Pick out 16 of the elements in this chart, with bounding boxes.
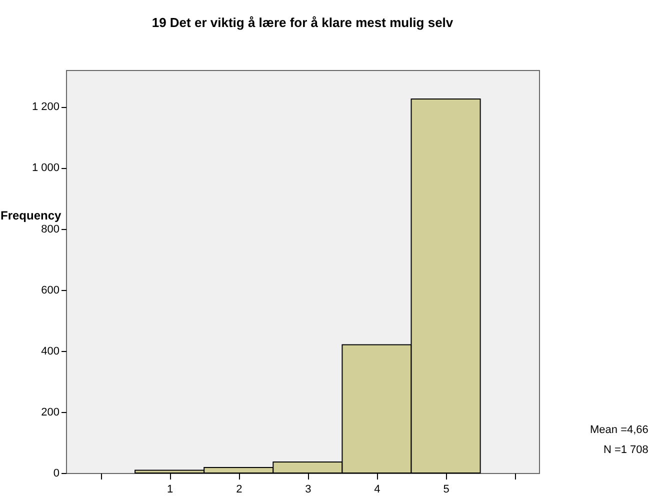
x-tick-label: 4 — [374, 484, 380, 496]
x-tick-label: 3 — [305, 484, 312, 496]
y-tick-label: 400 — [41, 345, 60, 358]
chart-title: 19 Det er viktig å lære for å klare mest mulig selv — [152, 15, 454, 30]
x-tick-label: 1 — [167, 484, 174, 496]
x-tick-label: 5 — [443, 484, 450, 496]
text: N =1 708 — [602, 443, 648, 458]
y-tick-label: 600 — [41, 284, 60, 296]
y-tick-label: 1 000 — [32, 162, 60, 174]
text: Mean =4,66 — [590, 423, 648, 438]
y-tick-label: 200 — [41, 406, 60, 418]
y-tick-label: 0 — [53, 468, 60, 480]
x-tick-label: 2 — [236, 484, 242, 496]
y-axis-title: Frequency — [0, 208, 62, 222]
y-tick-label: 1 200 — [32, 101, 60, 114]
y-tick-label: 800 — [41, 223, 60, 236]
